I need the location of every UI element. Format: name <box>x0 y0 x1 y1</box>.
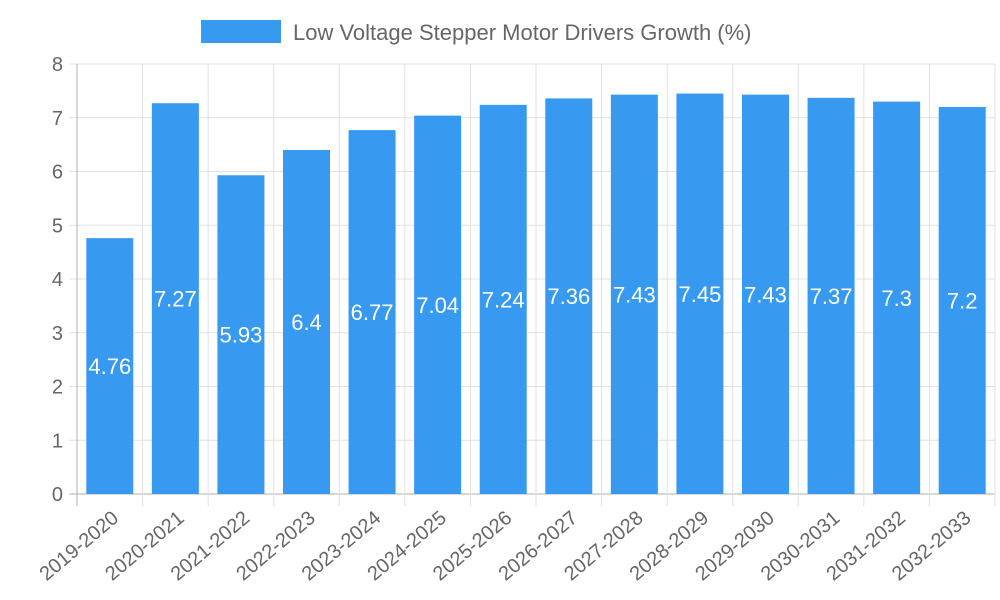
bar[interactable] <box>151 103 199 495</box>
bar[interactable] <box>676 93 724 494</box>
bar-value-label: 7.43 <box>744 282 787 307</box>
bar[interactable] <box>610 94 658 494</box>
y-tick-label: 3 <box>52 323 63 345</box>
bar[interactable] <box>348 130 396 495</box>
bar-value-label: 6.77 <box>351 300 394 325</box>
bar-value-label: 7.3 <box>881 286 912 311</box>
bar[interactable] <box>479 104 527 494</box>
bar-series <box>86 93 986 495</box>
legend-label: Low Voltage Stepper Motor Drivers Growth… <box>293 20 752 45</box>
bar[interactable] <box>217 175 265 494</box>
bar[interactable] <box>807 97 855 495</box>
bar-value-label: 4.76 <box>88 354 131 379</box>
y-tick-label: 1 <box>52 430 63 452</box>
grid-lines <box>69 63 996 506</box>
chart-legend[interactable]: Low Voltage Stepper Motor Drivers Growth… <box>201 20 752 45</box>
bar-value-label: 6.4 <box>291 310 322 335</box>
bar-value-label: 5.93 <box>220 323 263 348</box>
y-tick-label: 0 <box>52 484 63 506</box>
bar-value-label: 7.36 <box>547 284 590 309</box>
bar-value-label: 7.45 <box>679 282 722 307</box>
bar-value-label: 7.37 <box>810 284 853 309</box>
bar[interactable] <box>283 150 330 494</box>
y-axis: 0 1 2 3 4 5 6 7 8 <box>52 54 63 506</box>
bar-value-label: 7.43 <box>613 282 656 307</box>
y-tick-label: 2 <box>52 377 63 399</box>
bar-value-label: 7.2 <box>947 289 978 314</box>
legend-swatch <box>201 20 281 43</box>
y-tick-label: 8 <box>52 54 63 76</box>
bar-value-label: 7.04 <box>416 293 459 318</box>
bar[interactable] <box>873 101 921 494</box>
bar-value-label: 7.24 <box>482 287 525 312</box>
bar-value-label: 7.27 <box>154 287 197 312</box>
bar[interactable] <box>414 115 462 494</box>
data-labels: 4.76 7.27 5.93 6.4 6.77 7.04 7.24 7.36 7.43 7.45 7… <box>88 282 977 379</box>
bar[interactable] <box>545 98 593 495</box>
bar[interactable] <box>86 238 134 494</box>
y-tick-label: 5 <box>52 215 63 237</box>
y-tick-label: 4 <box>52 269 63 291</box>
y-tick-label: 6 <box>52 162 63 184</box>
bar[interactable] <box>938 107 986 494</box>
y-tick-label: 7 <box>52 108 63 130</box>
x-axis: 2019-20202020-20212021-20222022-20232023… <box>36 507 976 585</box>
bar[interactable] <box>742 94 789 494</box>
